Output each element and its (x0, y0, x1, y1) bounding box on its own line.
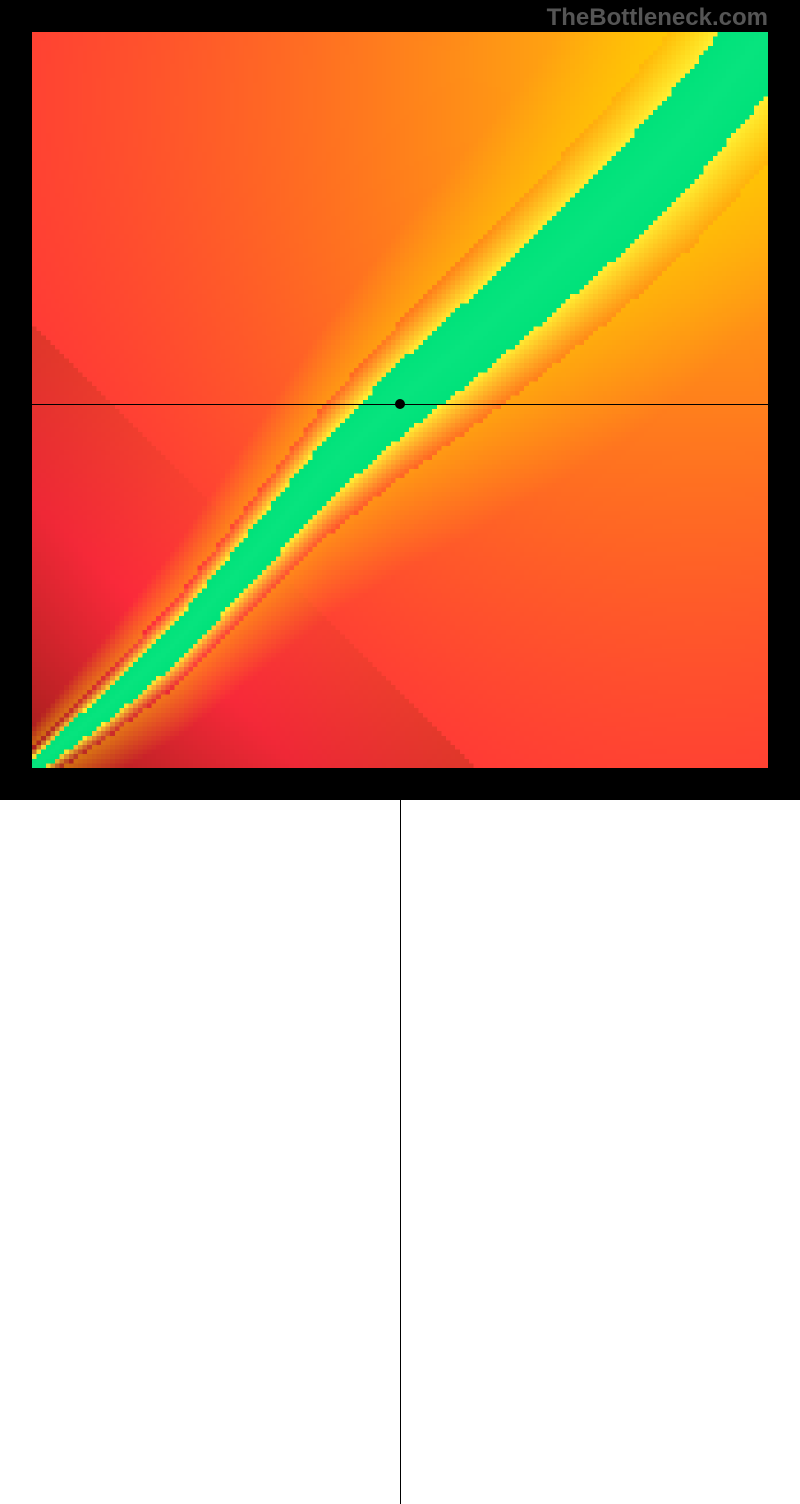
watermark-text: TheBottleneck.com (547, 4, 768, 32)
crosshair-vertical (400, 768, 401, 1504)
crosshair-point (395, 399, 405, 409)
figure-root: TheBottleneck.com (0, 0, 800, 800)
plot-area (32, 32, 768, 768)
